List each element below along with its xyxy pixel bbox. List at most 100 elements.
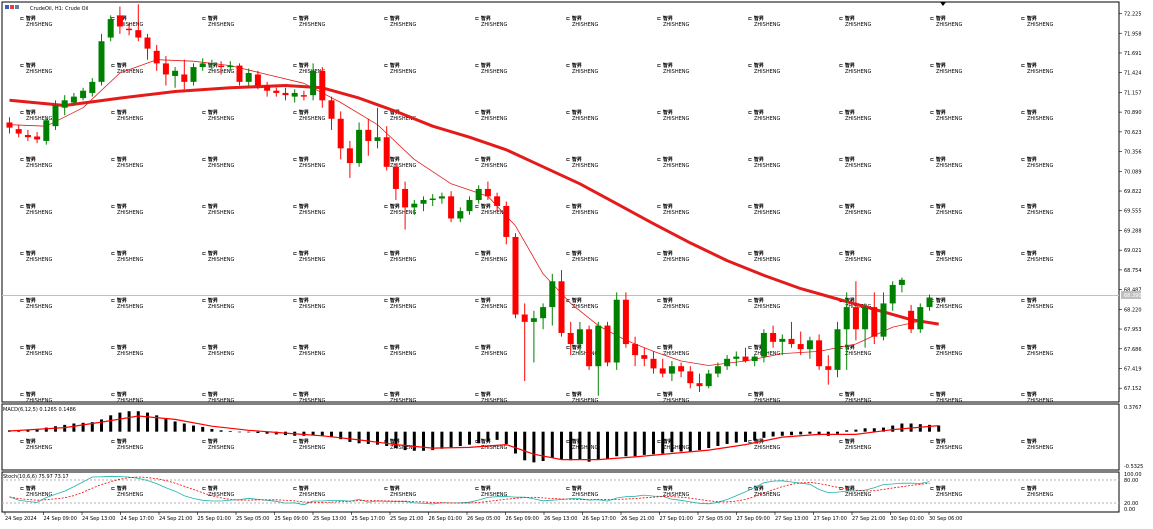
watermark-logo: ⊏ 智昇: [930, 109, 946, 116]
bull-candle: [107, 15, 114, 42]
watermark-subtext: ZHISHENG: [208, 116, 234, 122]
macd-histogram-bar: [357, 431, 361, 444]
watermark-logo: ⊏ 智昇: [930, 250, 946, 257]
price-tick-label: 69.555: [1124, 209, 1142, 215]
macd-histogram-bar: [716, 431, 720, 447]
bull-candle: [61, 95, 68, 116]
time-tick-label: 24 Sep 09:00: [44, 516, 77, 522]
bear-candle: [34, 132, 41, 144]
watermark-logo: ⊏ 智昇: [293, 391, 309, 398]
chart-shift-marker[interactable]: [940, 2, 946, 6]
candle-body: [116, 15, 123, 27]
candle-body: [15, 129, 22, 134]
watermark-logo: ⊏ 智昇: [748, 203, 764, 210]
price-axis: 72.225 71.958 71.691 71.424 71.157 70.890 70.6…: [1119, 12, 1142, 392]
watermark-logo: ⊏ 智昇: [384, 109, 400, 116]
watermark-subtext: ZHISHENG: [572, 445, 598, 451]
macd-histogram-bar: [302, 431, 306, 436]
bear-candle: [300, 90, 307, 101]
bull-candle: [457, 207, 464, 223]
watermark-logo: ⊏ 智昇: [839, 250, 855, 257]
watermark-logo: ⊏ 智昇: [1021, 156, 1037, 163]
watermark-logo: ⊏ 智昇: [293, 156, 309, 163]
macd-histogram-bar: [587, 431, 591, 462]
candle-body: [613, 299, 620, 363]
bull-candle: [898, 277, 905, 293]
candle-body: [641, 355, 648, 359]
time-tick-label: 24 Sep 17:00: [121, 516, 154, 522]
watermark-logo: ⊏ 智昇: [566, 344, 582, 351]
watermark-subtext: ZHISHENG: [390, 351, 416, 357]
time-tick-label: 30 Sep 06:00: [929, 516, 962, 522]
watermark-logo: ⊏ 智昇: [475, 297, 491, 304]
macd-histogram-bar: [486, 431, 490, 442]
watermark-logo: ⊏ 智昇: [202, 485, 218, 492]
watermark-subtext: ZHISHENG: [845, 69, 871, 75]
candle-body: [558, 281, 565, 333]
bear-candle: [825, 355, 832, 385]
macd-histogram-bar: [854, 429, 858, 432]
watermark-subtext: ZHISHENG: [1027, 210, 1053, 216]
watermark-subtext: ZHISHENG: [1027, 116, 1053, 122]
watermark-logo: ⊏ 智昇: [930, 391, 946, 398]
watermark-logo: ⊏ 智昇: [111, 438, 127, 445]
price-panel[interactable]: [1, 1, 1120, 403]
macd-histogram-bar: [136, 411, 140, 432]
watermark-subtext: ZHISHENG: [390, 304, 416, 310]
candlesticks: [6, 4, 933, 396]
macd-histogram-bar: [90, 422, 94, 432]
watermark-logo: ⊏ 智昇: [839, 109, 855, 116]
macd-histogram-bar: [504, 431, 508, 444]
watermark-subtext: ZHISHENG: [936, 257, 962, 263]
candle-body: [162, 63, 169, 75]
bear-candle: [15, 124, 22, 138]
candle-body: [494, 196, 501, 206]
watermark-logo: ⊏ 智昇: [111, 485, 127, 492]
candle-body: [438, 196, 445, 199]
bull-candle: [172, 67, 179, 88]
watermark-logo: ⊏ 智昇: [657, 203, 673, 210]
watermark-logo: ⊏ 智昇: [384, 485, 400, 492]
watermark-subtext: ZHISHENG: [936, 210, 962, 216]
macd-histogram-bar: [265, 431, 269, 434]
bear-candle: [797, 331, 804, 356]
candle-body: [816, 340, 823, 367]
watermark-subtext: ZHISHENG: [936, 69, 962, 75]
bear-candle: [742, 347, 749, 363]
bull-candle: [705, 369, 712, 389]
watermark-subtext: ZHISHENG: [26, 398, 52, 404]
candle-body: [834, 329, 841, 370]
macd-panel[interactable]: [1, 403, 1120, 471]
candle-body: [89, 81, 96, 93]
candle-body: [310, 70, 317, 96]
stochastic-panel[interactable]: [1, 471, 1120, 513]
stoch-k-line: [9, 475, 930, 506]
watermark-subtext: ZHISHENG: [208, 398, 234, 404]
macd-histogram-bar: [366, 431, 370, 444]
stochastic-indicator: [9, 475, 930, 506]
price-tick-label: 71.157: [1124, 90, 1142, 96]
watermark-logo: ⊏ 智昇: [657, 485, 673, 492]
bull-candle: [70, 92, 77, 106]
candle-body: [52, 105, 59, 127]
bull-candle: [760, 329, 767, 363]
candle-body: [825, 366, 832, 370]
macd-histogram-bar: [412, 431, 416, 451]
macd-histogram-bar: [882, 427, 885, 432]
bull-candle: [411, 200, 418, 215]
price-tick-label: 68.487: [1124, 288, 1142, 294]
bear-candle: [181, 59, 188, 90]
candle-body: [70, 96, 77, 103]
bear-candle: [236, 63, 243, 86]
candle-body: [687, 371, 694, 384]
candle-body: [705, 373, 712, 387]
watermark-logo: ⊏ 智昇: [20, 62, 36, 69]
macd-histogram-bar: [403, 431, 407, 451]
watermark-logo: ⊏ 智昇: [748, 109, 764, 116]
bull-candle: [549, 273, 556, 326]
watermark-subtext: ZHISHENG: [572, 69, 598, 75]
candle-body: [273, 90, 280, 93]
watermark-logo: ⊏ 智昇: [202, 344, 218, 351]
time-tick-label: 25 Sep 09:00: [275, 516, 308, 522]
